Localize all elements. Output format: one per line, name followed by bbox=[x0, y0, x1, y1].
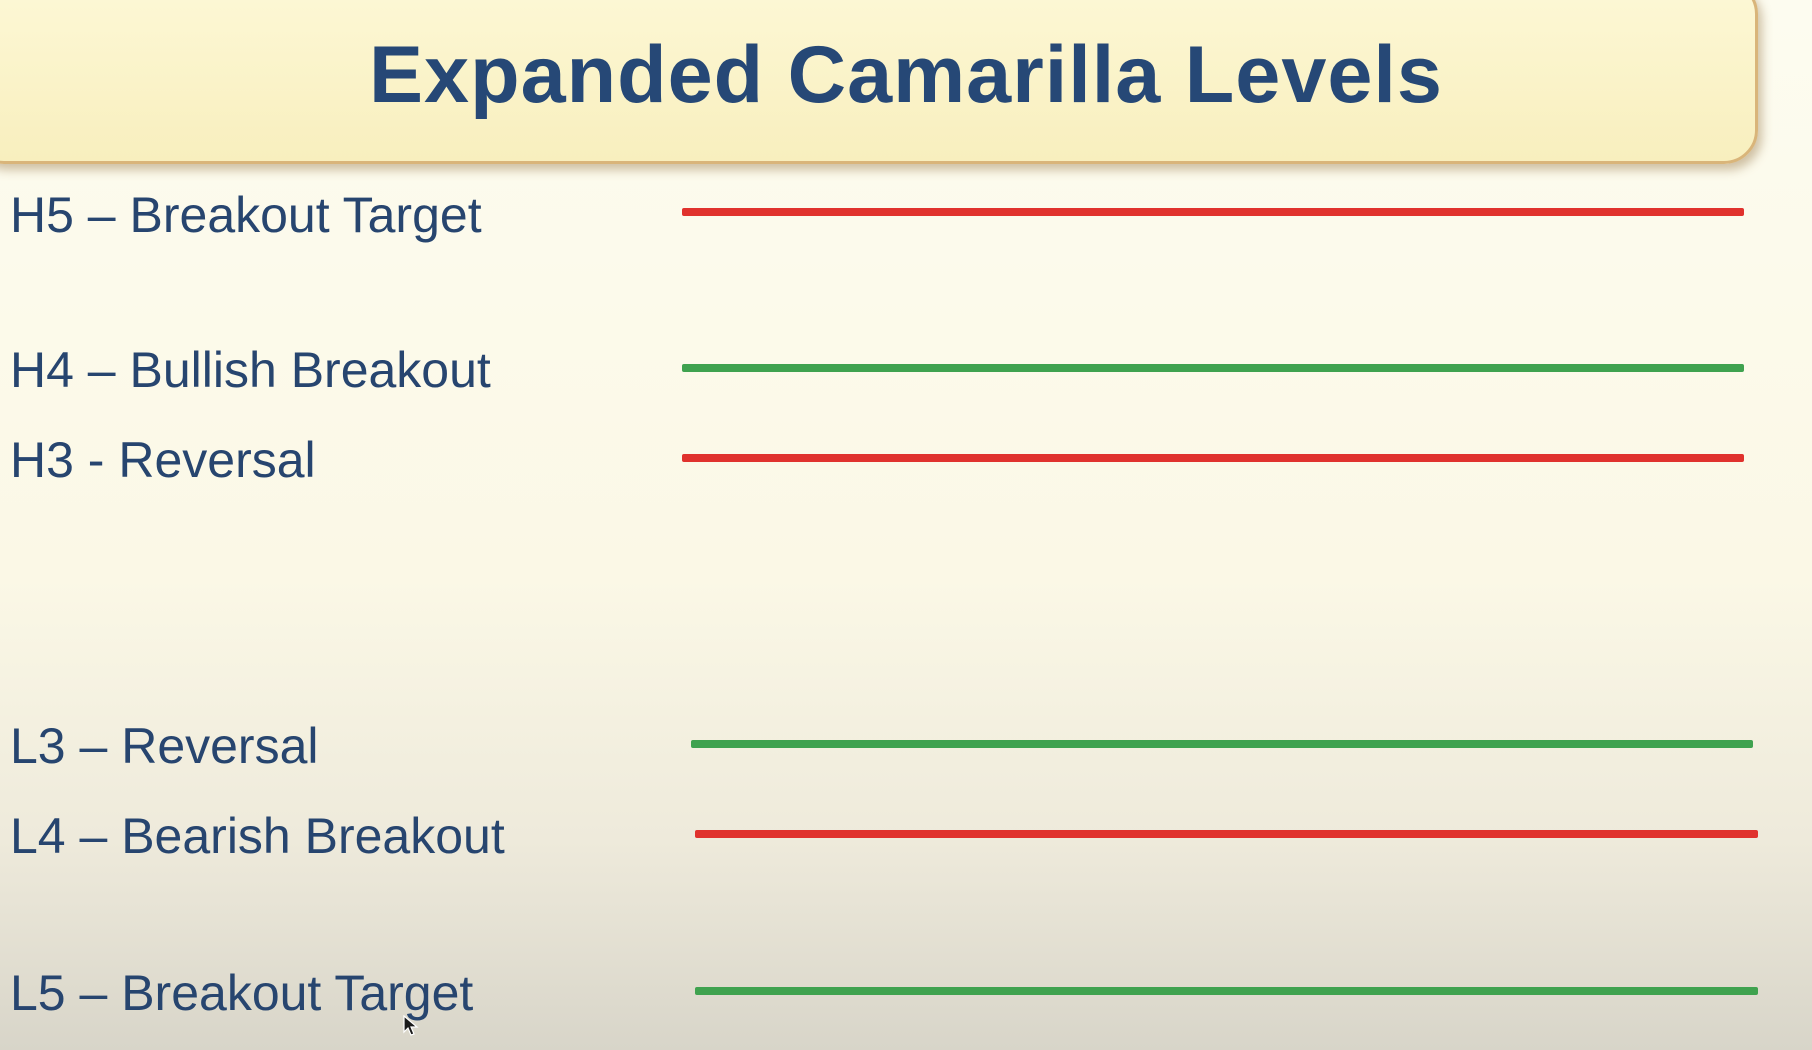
level-label-l3: L3 – Reversal bbox=[10, 718, 319, 774]
level-label-h3: H3 - Reversal bbox=[10, 432, 316, 488]
level-line-l4 bbox=[695, 830, 1758, 838]
level-line-h4 bbox=[682, 364, 1744, 372]
level-line-l5 bbox=[695, 987, 1758, 995]
level-label-l4: L4 – Bearish Breakout bbox=[10, 808, 505, 864]
slide-title: Expanded Camarilla Levels bbox=[369, 30, 1443, 120]
level-line-l3 bbox=[691, 740, 1753, 748]
level-label-h5: H5 – Breakout Target bbox=[10, 187, 482, 243]
title-banner bbox=[0, 0, 1758, 164]
level-line-h3 bbox=[682, 454, 1744, 462]
mouse-cursor-icon bbox=[403, 1015, 419, 1036]
level-label-h4: H4 – Bullish Breakout bbox=[10, 342, 491, 398]
level-label-l5: L5 – Breakout Target bbox=[10, 965, 474, 1021]
level-line-h5 bbox=[682, 208, 1744, 216]
